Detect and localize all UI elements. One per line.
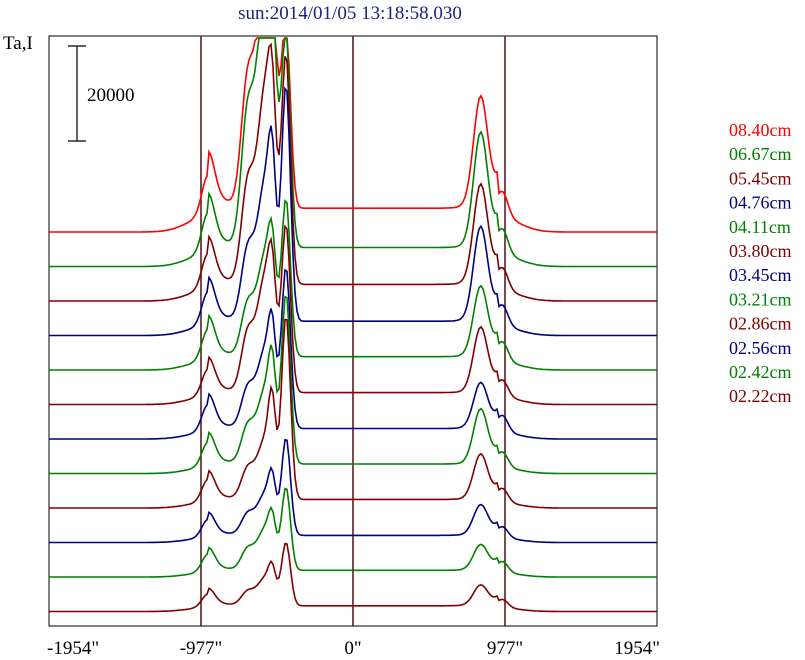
series-line-03.21cm: [49, 295, 657, 475]
legend-entry-02.42cm: 02.42cm: [729, 362, 792, 382]
series-line-02.22cm: [49, 542, 657, 613]
legend-entry-05.45cm: 05.45cm: [729, 168, 792, 188]
legend: 08.40cm 06.67cm 05.45cm 04.76cm 04.11cm 03.80…: [729, 120, 792, 406]
series-line-04.11cm: [49, 198, 657, 371]
series-line-02.56cm: [49, 438, 657, 544]
legend-entry-03.45cm: 03.45cm: [729, 265, 792, 285]
y-axis-label: Ta,I: [3, 33, 33, 54]
legend-entry-02.56cm: 02.56cm: [729, 338, 792, 358]
spectral-series: [49, 36, 657, 613]
legend-entry-02.86cm: 02.86cm: [729, 314, 792, 334]
chart-title: sun:2014/01/05 13:18:58.030: [238, 3, 462, 24]
x-tick-label: 977": [487, 638, 523, 659]
series-line-02.42cm: [49, 487, 657, 578]
series-line-02.86cm: [49, 318, 657, 509]
x-tick-label: -977": [180, 638, 223, 659]
legend-entry-04.11cm: 04.11cm: [729, 217, 791, 237]
series-line-08.40cm: [49, 37, 657, 233]
series-line-06.67cm: [49, 36, 657, 268]
x-axis-ticks: -1954" -977" 0" 977" 1954": [47, 638, 660, 659]
series-line-03.45cm: [49, 268, 657, 440]
legend-entry-08.40cm: 08.40cm: [729, 120, 792, 140]
scale-bar-label: 20000: [87, 85, 135, 106]
legend-entry-02.22cm: 02.22cm: [729, 386, 792, 406]
legend-entry-03.80cm: 03.80cm: [729, 241, 792, 261]
x-tick-label: 1954": [614, 638, 660, 659]
x-tick-label: -1954": [47, 638, 99, 659]
legend-entry-04.76cm: 04.76cm: [729, 193, 792, 213]
series-line-03.80cm: [49, 224, 657, 406]
series-line-05.45cm: [49, 42, 657, 302]
series-line-04.76cm: [49, 86, 657, 337]
legend-entry-03.21cm: 03.21cm: [729, 289, 792, 309]
legend-entry-06.67cm: 06.67cm: [729, 144, 792, 164]
intensity-scale-bar: 20000: [68, 45, 135, 142]
x-tick-label: 0": [344, 638, 361, 659]
